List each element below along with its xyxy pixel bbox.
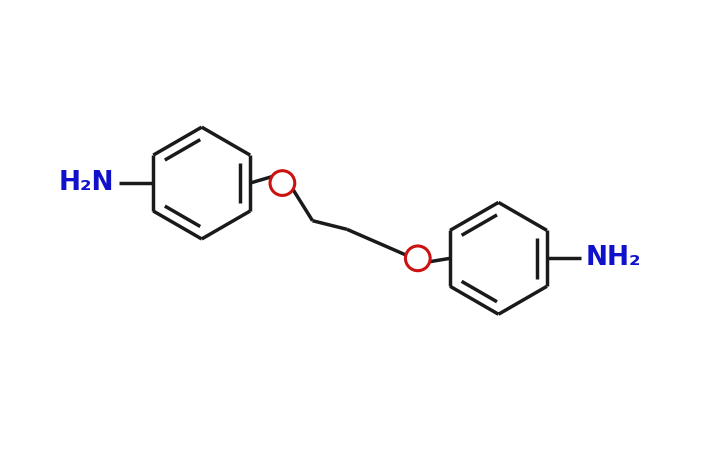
Text: NH₂: NH₂ bbox=[586, 245, 641, 271]
Text: H₂N: H₂N bbox=[59, 170, 115, 196]
